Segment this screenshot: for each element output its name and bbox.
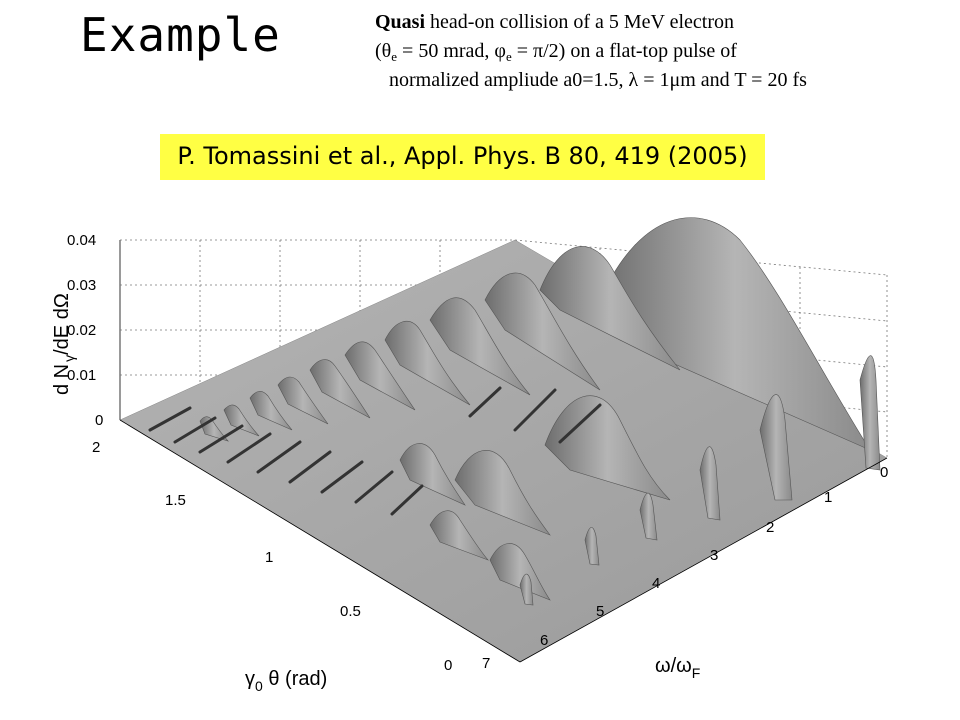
- theta-tick-1-5: 1.5: [165, 492, 186, 509]
- theta-axis-label: γ0 θ (rad): [245, 668, 327, 694]
- omega-tick-3: 3: [710, 547, 718, 564]
- z-tick-3: 0.03: [67, 277, 96, 294]
- phi-symbol: φ: [494, 40, 506, 62]
- theta-value: = 50 mrad,: [397, 40, 495, 62]
- phi-value: = π/2) on a flat-top pulse of: [511, 40, 737, 62]
- phi-sub-e: e: [505, 49, 512, 64]
- description-line-1-rest: head-on collision of a 5 MeV electron: [425, 11, 735, 33]
- theta-label-sub: 0: [255, 678, 263, 694]
- z-tick-1: 0.01: [67, 367, 96, 384]
- paren-open: (: [375, 40, 382, 62]
- z-label-dn: d N: [51, 364, 73, 395]
- description-line-3: normalized ampliude a0=1.5, λ = 1μm and …: [389, 69, 807, 91]
- z-axis-label: d N γ/dE dΩ: [51, 293, 77, 395]
- theta-tick-0-5: 0.5: [340, 603, 361, 620]
- theta-tick-2: 2: [92, 439, 100, 456]
- description: Quasi head-on collision of a 5 MeV elect…: [375, 8, 955, 95]
- omega-label-sub: F: [692, 665, 701, 681]
- surface-stripes: [148, 386, 602, 516]
- omega-tick-1: 1: [824, 489, 832, 506]
- omega-tick-7: 7: [482, 655, 490, 672]
- z-axis: 0 0.01 0.02 0.03 0.04 d N γ/dE dΩ: [51, 232, 103, 429]
- omega-label-main: ω/ω: [655, 655, 692, 677]
- theta-tick-1: 1: [265, 549, 273, 566]
- omega-tick-0: 0: [880, 464, 888, 481]
- axes-front-edges: [119, 419, 888, 663]
- z-tick-0: 0: [95, 412, 103, 429]
- quasi-bold: Quasi: [375, 11, 426, 33]
- surface-ridges: [199, 217, 881, 606]
- theta-label-gamma: γ: [245, 668, 255, 690]
- z-label-sub: γ: [61, 355, 77, 362]
- omega-axis: 0 1 2 3 4 5 6 7 ω/ωF: [482, 464, 888, 681]
- omega-axis-label: ω/ωF: [655, 655, 700, 681]
- theta-label-rest: θ (rad): [263, 668, 327, 690]
- description-line-2: (θe = 50 mrad, φe = π/2) on a flat-top p…: [375, 37, 955, 66]
- reference-citation: P. Tomassini et al., Appl. Phys. B 80, 4…: [160, 134, 765, 180]
- theta-sub-e: e: [391, 49, 398, 64]
- z-tick-4: 0.04: [67, 232, 96, 249]
- slide-title: Example: [80, 8, 281, 62]
- theta-axis: 2 1.5 1 0.5 0 γ0 θ (rad): [92, 439, 452, 694]
- omega-tick-6: 6: [540, 632, 548, 649]
- theta-symbol: θ: [381, 40, 392, 62]
- omega-tick-2: 2: [766, 519, 774, 536]
- theta-tick-0: 0: [444, 657, 452, 674]
- omega-tick-5: 5: [596, 603, 604, 620]
- z-tick-2: 0.02: [67, 322, 96, 339]
- z-label-rest: /dE dΩ: [51, 293, 73, 355]
- spectrum-3d-surface-plot: 0 0.01 0.02 0.03 0.04 d N γ/dE dΩ 2 1.5 1…: [51, 217, 888, 694]
- omega-tick-4: 4: [652, 575, 660, 592]
- description-line-1: Quasi head-on collision of a 5 MeV elect…: [375, 8, 955, 37]
